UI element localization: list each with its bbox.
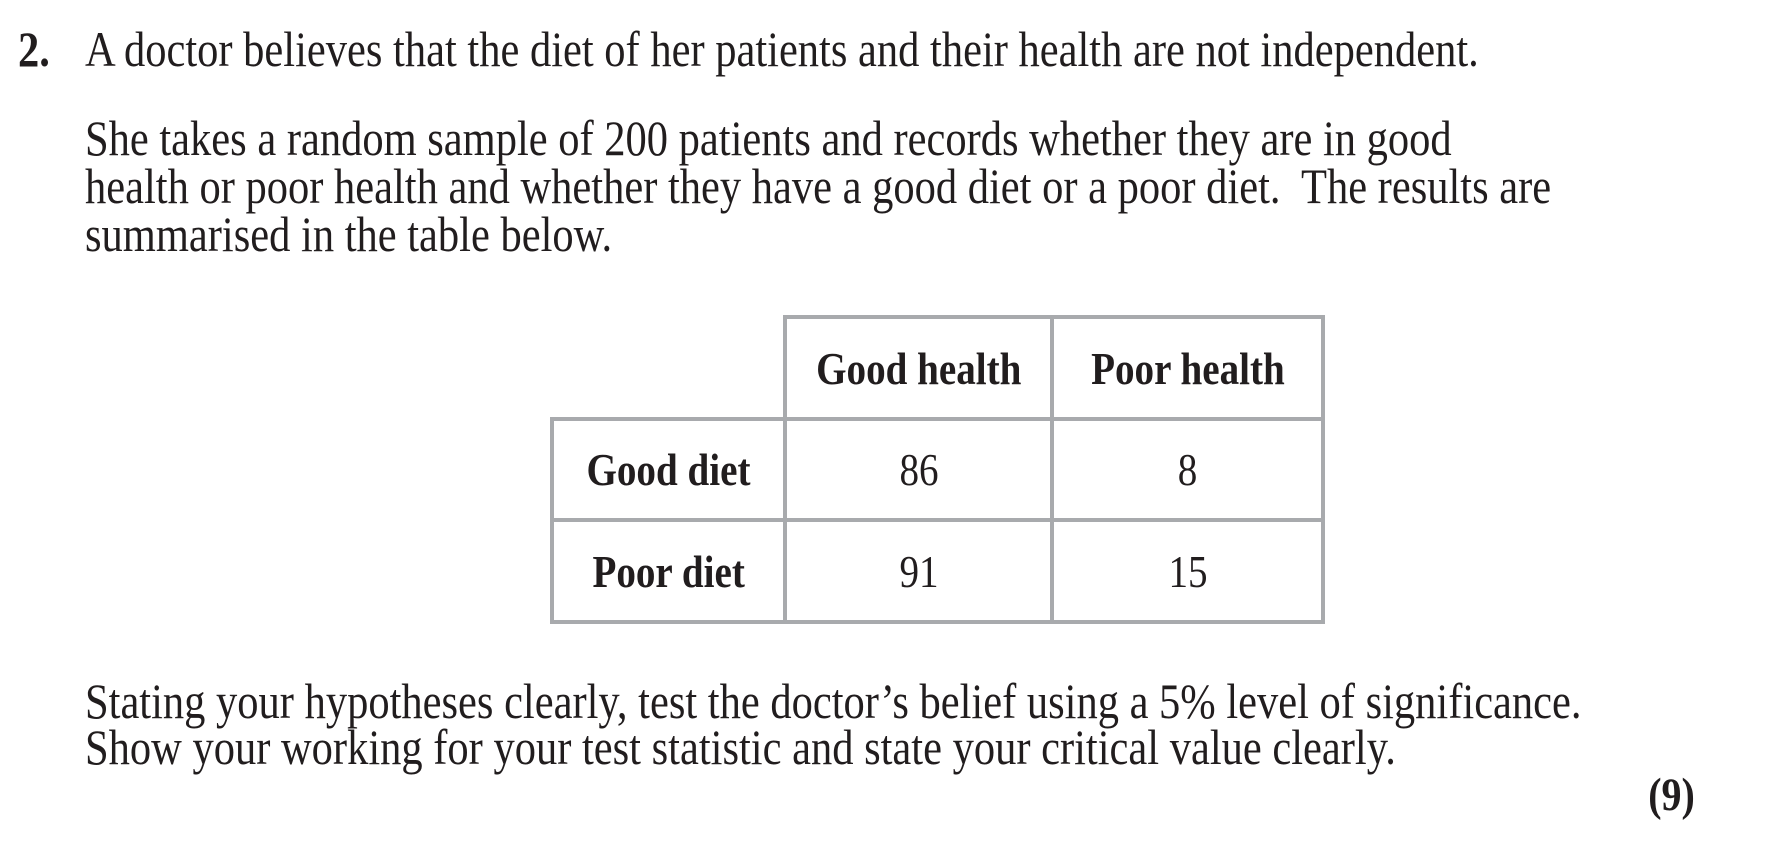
table-header-good-health-label: Good health — [815, 342, 1022, 394]
table-header-good-health: Good health — [783, 315, 1054, 421]
question-intro-line: A doctor believes that the diet of her p… — [85, 21, 1479, 77]
poor-diet-poor-health-value: 15 — [1167, 545, 1208, 597]
good-diet-good-health-value: 86 — [898, 444, 939, 495]
good-diet-poor-health-value: 8 — [1177, 444, 1198, 495]
table-header-poor-health-label: Poor health — [1090, 342, 1285, 394]
marks-badge: (9) — [1640, 772, 1695, 819]
table-cell-poor-diet-poor-health: 15 — [1050, 518, 1325, 624]
paragraph2-line-2: health or poor health and whether they h… — [85, 158, 1552, 214]
table-row-label-poor-diet: Poor diet — [550, 518, 787, 624]
table-row-label-good-diet: Good diet — [550, 417, 787, 522]
poor-diet-label: Poor diet — [592, 545, 745, 597]
paragraph2-line-3: summarised in the table below. — [85, 206, 613, 262]
table-cell-good-diet-good-health: 86 — [783, 417, 1054, 522]
paragraph3-line-1: Stating your hypotheses clearly, test th… — [85, 673, 1582, 729]
good-diet-label: Good diet — [586, 444, 751, 495]
paragraph3-line-2: Show your working for your test statisti… — [85, 719, 1396, 775]
table-cell-poor-diet-good-health: 91 — [783, 518, 1054, 624]
contingency-table: Good health Poor health Good diet 86 8 P… — [550, 315, 1329, 628]
paragraph2-line-1: She takes a random sample of 200 patient… — [85, 110, 1452, 166]
poor-diet-good-health-value: 91 — [898, 545, 939, 597]
question-number: 2. — [18, 21, 50, 77]
table-cell-good-diet-poor-health: 8 — [1050, 417, 1325, 522]
marks-value: (9) — [1648, 769, 1695, 821]
table-header-poor-health: Poor health — [1050, 315, 1325, 421]
